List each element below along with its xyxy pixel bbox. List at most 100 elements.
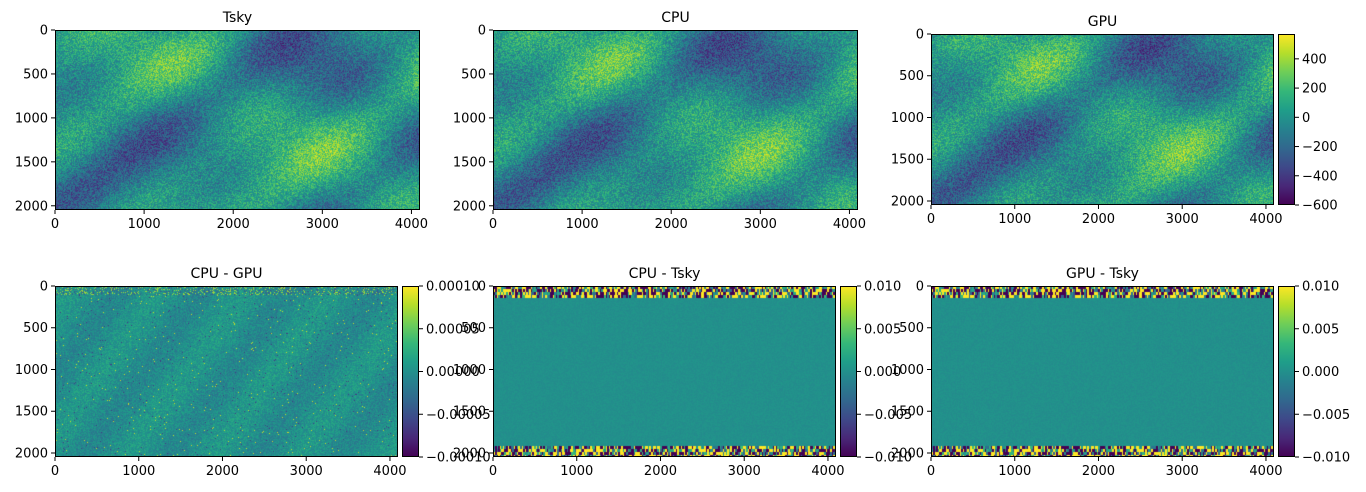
colorbar bbox=[840, 286, 857, 457]
y-tick-label: 1000 bbox=[15, 111, 48, 126]
y-tick-label: 500 bbox=[899, 69, 924, 84]
colorbar-frame bbox=[402, 286, 419, 457]
heatmap-image bbox=[55, 30, 420, 210]
subplot-title: GPU bbox=[1088, 14, 1118, 30]
x-tick-label: 0 bbox=[51, 464, 59, 479]
axes-frame bbox=[55, 286, 398, 457]
x-tick-label: 3000 bbox=[306, 217, 339, 232]
y-tick-label: 2000 bbox=[453, 199, 486, 214]
heatmap-image bbox=[931, 34, 1274, 205]
x-tick-label: 2000 bbox=[1082, 212, 1115, 227]
axes-frame bbox=[931, 34, 1274, 205]
axes-frame bbox=[55, 30, 420, 210]
colorbar-tick-label: −0.00010 bbox=[426, 451, 491, 466]
colorbar-tick-label: 0.000 bbox=[1302, 365, 1339, 380]
colorbar-tick-label: −0.00005 bbox=[426, 408, 491, 423]
y-tick-label: 500 bbox=[23, 67, 48, 82]
y-tick-label: 2000 bbox=[15, 199, 48, 214]
x-tick-label: 2000 bbox=[655, 217, 688, 232]
colorbar-tick-label: 0.00000 bbox=[426, 365, 480, 380]
colorbar-tick-label: 400 bbox=[1302, 52, 1327, 67]
x-tick-label: 0 bbox=[927, 464, 935, 479]
x-tick-label: 1000 bbox=[998, 212, 1031, 227]
x-tick-label: 3000 bbox=[744, 217, 777, 232]
x-tick-label: 1000 bbox=[560, 464, 593, 479]
x-tick-label: 3000 bbox=[1166, 464, 1199, 479]
y-tick-label: 500 bbox=[461, 67, 486, 82]
x-tick-label: 2000 bbox=[217, 217, 250, 232]
y-tick-label: 1500 bbox=[453, 155, 486, 170]
x-tick-label: 3000 bbox=[290, 464, 323, 479]
x-tick-label: 2000 bbox=[1082, 464, 1115, 479]
colorbar-tick-label: 0.00010 bbox=[426, 280, 480, 295]
x-tick-label: 1000 bbox=[122, 464, 155, 479]
y-tick-label: 0 bbox=[916, 280, 924, 295]
y-tick-label: 1000 bbox=[891, 363, 924, 378]
x-tick-label: 4000 bbox=[373, 464, 406, 479]
colorbar-tick-label: −0.005 bbox=[1302, 408, 1350, 423]
x-tick-label: 1000 bbox=[998, 464, 1031, 479]
y-tick-label: 1500 bbox=[891, 405, 924, 420]
colorbar-tick-label: −600 bbox=[1302, 199, 1338, 214]
y-tick-label: 0 bbox=[40, 24, 48, 39]
colorbar-tick-label: −400 bbox=[1302, 169, 1338, 184]
x-tick-label: 0 bbox=[489, 217, 497, 232]
subplot-title: Tsky bbox=[222, 10, 252, 26]
colorbar-tick-label: −0.005 bbox=[864, 408, 912, 423]
x-tick-label: 2000 bbox=[206, 464, 239, 479]
x-tick-label: 1000 bbox=[128, 217, 161, 232]
colorbar-tick-label: −200 bbox=[1302, 140, 1338, 155]
colorbar-frame bbox=[1278, 286, 1295, 457]
axes-frame bbox=[931, 286, 1274, 457]
heatmap-image bbox=[931, 286, 1274, 457]
colorbar-tick-label: −0.010 bbox=[1302, 451, 1350, 466]
y-tick-label: 500 bbox=[461, 321, 486, 336]
colorbar-tick-label: 0 bbox=[1302, 111, 1310, 126]
subplot-1: Tsky 0 1000 2000 3000 4000 0 500 1000 1500 2000 bbox=[15, 10, 428, 232]
y-tick-label: 2000 bbox=[15, 446, 48, 461]
x-tick-label: 2000 bbox=[644, 464, 677, 479]
y-tick-label: 1500 bbox=[891, 153, 924, 168]
y-tick-label: 500 bbox=[899, 321, 924, 336]
colorbar bbox=[402, 286, 419, 457]
subplot-title: CPU - GPU bbox=[191, 266, 263, 282]
subplot-title: CPU bbox=[661, 10, 689, 26]
colorbar-tick-label: 0.000 bbox=[864, 365, 901, 380]
colorbar bbox=[1278, 286, 1295, 457]
heatmap-image bbox=[55, 286, 398, 457]
colorbar-tick-label: 0.005 bbox=[1302, 322, 1339, 337]
heatmap-image bbox=[493, 30, 858, 210]
subplot-6: GPU - Tsky 0 1000 2000 3000 4000 0 500 1000 1500 2… bbox=[891, 266, 1350, 479]
x-tick-label: 0 bbox=[927, 212, 935, 227]
colorbar-tick-label: 0.010 bbox=[1302, 280, 1339, 295]
colorbar-frame bbox=[840, 286, 857, 457]
subplot-4: CPU - GPU 0 1000 2000 3000 4000 0 500 1000 1500 20… bbox=[15, 266, 491, 479]
colorbar-tick-label: 200 bbox=[1302, 82, 1327, 97]
x-tick-label: 3000 bbox=[1166, 212, 1199, 227]
y-tick-label: 0 bbox=[916, 28, 924, 43]
x-tick-label: 0 bbox=[51, 217, 59, 232]
subplot-5: CPU - Tsky 0 1000 2000 3000 4000 0 500 1000 1500 2… bbox=[453, 266, 912, 479]
colorbar-tick-label: −0.010 bbox=[864, 451, 912, 466]
subplot-2: CPU 0 1000 2000 3000 4000 0 500 1000 1500 2000 bbox=[453, 10, 866, 232]
y-tick-label: 0 bbox=[478, 280, 486, 295]
x-tick-label: 4000 bbox=[833, 217, 866, 232]
axes-frame bbox=[493, 30, 858, 210]
y-tick-label: 1500 bbox=[453, 405, 486, 420]
colorbar-frame bbox=[1278, 34, 1295, 205]
x-tick-label: 0 bbox=[489, 464, 497, 479]
colorbar-tick-label: 0.005 bbox=[864, 322, 901, 337]
y-tick-label: 2000 bbox=[891, 194, 924, 209]
subplot-title: GPU - Tsky bbox=[1066, 266, 1139, 282]
colorbar bbox=[1278, 34, 1295, 205]
colorbar-tick-label: 0.00005 bbox=[426, 322, 480, 337]
heatmap-image bbox=[493, 286, 836, 457]
y-tick-label: 2000 bbox=[891, 446, 924, 461]
x-tick-label: 4000 bbox=[395, 217, 428, 232]
y-tick-label: 1500 bbox=[15, 405, 48, 420]
y-tick-label: 1000 bbox=[453, 363, 486, 378]
y-tick-label: 2000 bbox=[453, 446, 486, 461]
colorbar-tick-label: 0.010 bbox=[864, 280, 901, 295]
